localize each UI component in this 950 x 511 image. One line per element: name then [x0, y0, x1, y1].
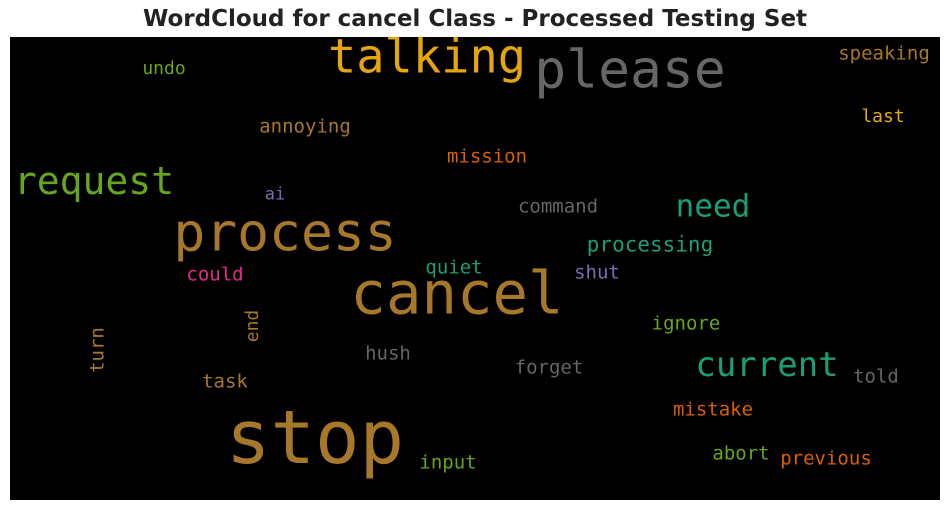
word-speaking: speaking [838, 42, 930, 65]
word-quiet: quiet [425, 256, 483, 279]
word-undo: undo [142, 58, 186, 79]
word-stop: stop [225, 395, 405, 481]
word-ignore: ignore [651, 312, 721, 335]
word-shut: shut [574, 261, 620, 284]
word-mission: mission [446, 145, 528, 168]
word-previous: previous [780, 447, 872, 470]
word-talking: talking [327, 37, 527, 85]
word-ai: ai [264, 184, 286, 205]
word-command: command [517, 195, 599, 218]
word-task: task [202, 370, 248, 393]
word-could: could [186, 263, 244, 286]
word-need: need [675, 188, 751, 225]
word-processing: processing [586, 232, 714, 257]
word-end: end [242, 309, 263, 343]
word-please: please [534, 39, 726, 101]
word-mistake: mistake [672, 398, 754, 421]
word-told: told [853, 365, 899, 388]
word-last: last [861, 106, 905, 127]
word-request: request [13, 159, 175, 203]
word-hush: hush [365, 342, 411, 365]
word-abort: abort [712, 442, 770, 465]
word-input: input [419, 451, 477, 474]
chart-title: WordCloud for cancel Class - Processed T… [142, 6, 808, 32]
word-process: process [173, 202, 397, 264]
wordcloud-canvas: stop cancel please process talking request cur… [10, 37, 940, 500]
word-current: current [695, 345, 839, 385]
word-forget: forget [514, 356, 584, 379]
word-turn: turn [86, 327, 109, 373]
word-annoying: annoying [259, 115, 351, 138]
word-cancel: cancel [350, 258, 564, 328]
